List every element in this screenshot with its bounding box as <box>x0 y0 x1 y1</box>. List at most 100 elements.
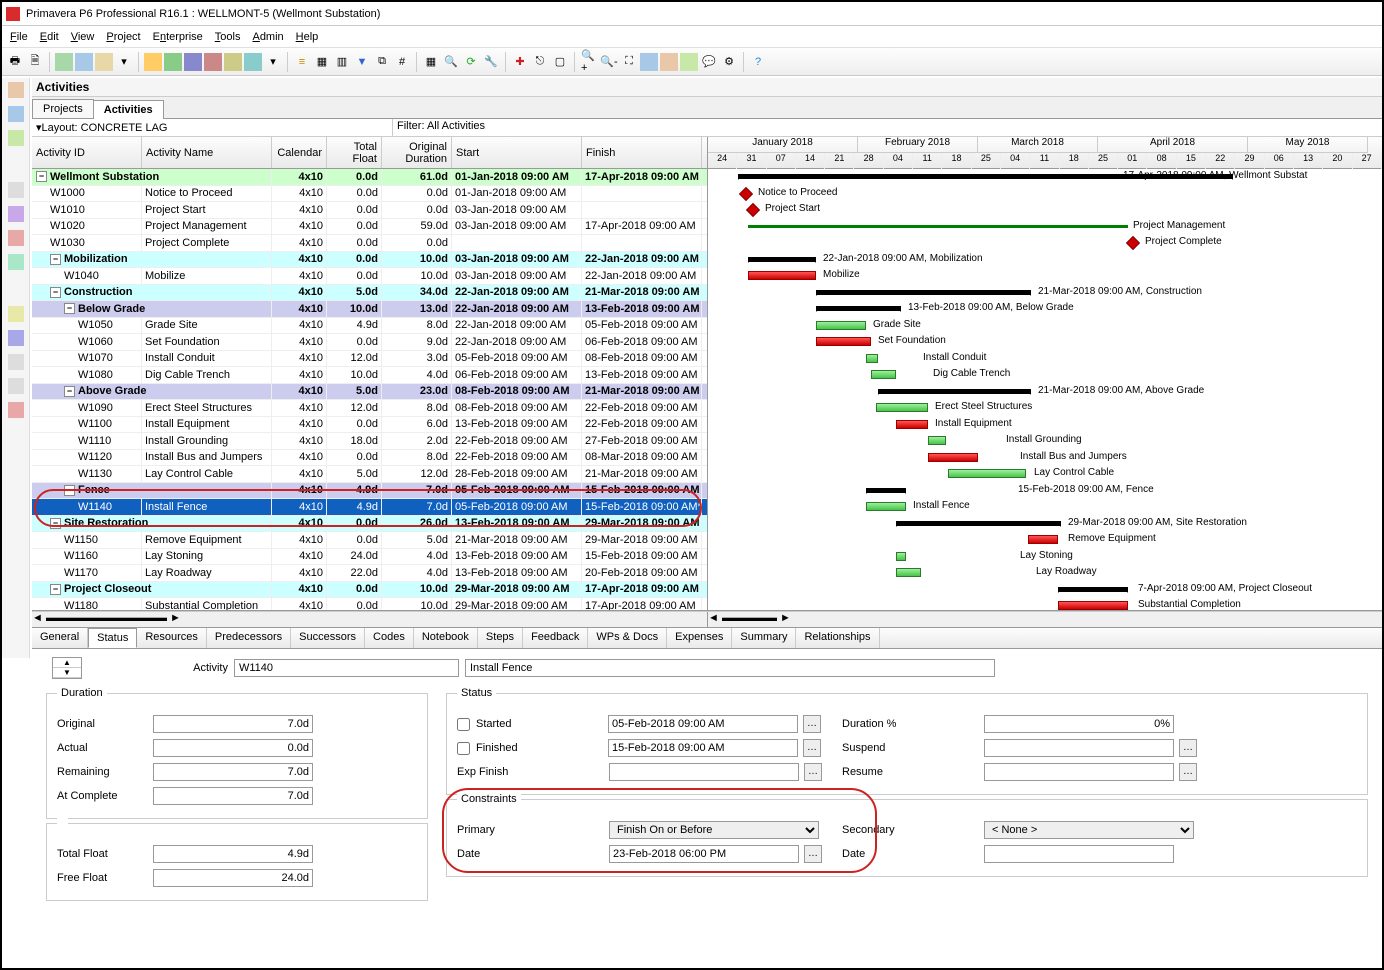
gantt-bar[interactable] <box>876 403 928 412</box>
menu-tools[interactable]: Tools <box>215 31 241 43</box>
gantt-bar[interactable] <box>816 306 901 311</box>
print-icon[interactable]: 🖶 <box>6 53 24 71</box>
started-date[interactable] <box>608 715 798 733</box>
help-icon[interactable]: ? <box>749 53 767 71</box>
gantt-bar[interactable] <box>746 203 760 217</box>
table-row[interactable]: W1080Dig Cable Trench4x1010.0d4.0d06-Feb… <box>32 367 707 384</box>
original-field[interactable] <box>153 715 313 733</box>
primary-constraint[interactable]: Finish On or Before <box>609 821 819 839</box>
layout-label[interactable]: ▾ Layout: CONCRETE LAG <box>32 119 392 136</box>
gantt-bar[interactable] <box>948 469 1026 478</box>
resume-field[interactable] <box>984 763 1174 781</box>
layout3-icon[interactable] <box>95 53 113 71</box>
gantt-bar[interactable] <box>871 370 896 379</box>
started-checkbox[interactable] <box>457 718 470 731</box>
menu-admin[interactable]: Admin <box>252 31 283 43</box>
win3-icon[interactable] <box>680 53 698 71</box>
detail-tab-steps[interactable]: Steps <box>478 628 523 648</box>
secondary-date[interactable] <box>984 845 1174 863</box>
atcomplete-field[interactable] <box>153 787 313 805</box>
detail-tab-predecessors[interactable]: Predecessors <box>207 628 291 648</box>
gantt-bar[interactable] <box>816 337 871 346</box>
gantt-bar[interactable] <box>896 521 1061 526</box>
table-row[interactable]: W1010Project Start4x100.0d0.0d03-Jan-201… <box>32 202 707 219</box>
totalfloat-field[interactable] <box>153 845 313 863</box>
table-row[interactable]: −Wellmont Substation4x100.0d61.0d01-Jan-… <box>32 169 707 186</box>
duration-pct[interactable] <box>984 715 1174 733</box>
tool-icon[interactable]: 🔧 <box>482 53 500 71</box>
gantt-bar[interactable] <box>816 290 1031 295</box>
table-row[interactable]: W1020Project Management4x100.0d59.0d03-J… <box>32 219 707 236</box>
table-row[interactable]: W1090Erect Steel Structures4x1012.0d8.0d… <box>32 400 707 417</box>
primary-date[interactable] <box>609 845 799 863</box>
dock-9-icon[interactable] <box>8 330 24 346</box>
dock-6-icon[interactable] <box>8 230 24 246</box>
col-calendar[interactable]: Calendar <box>272 137 327 168</box>
grid-icon[interactable]: ▦ <box>313 53 331 71</box>
dock-10-icon[interactable] <box>8 354 24 370</box>
table-row[interactable]: W1130Lay Control Cable4x105.0d12.0d28-Fe… <box>32 466 707 483</box>
menu-enterprise[interactable]: Enterprise <box>153 31 203 43</box>
table-row[interactable]: W1110Install Grounding4x1018.0d2.0d22-Fe… <box>32 433 707 450</box>
gantt-bar[interactable] <box>739 186 753 200</box>
finished-date-picker[interactable]: … <box>803 739 821 757</box>
menu-edit[interactable]: Edit <box>40 31 59 43</box>
dock-4-icon[interactable] <box>8 182 24 198</box>
dock-5-icon[interactable] <box>8 206 24 222</box>
resume-picker[interactable]: … <box>1179 763 1197 781</box>
menu-view[interactable]: View <box>71 31 95 43</box>
gantt-bar[interactable] <box>1058 587 1128 592</box>
preview-icon[interactable]: 🗎 <box>26 53 44 71</box>
detail-tab-general[interactable]: General <box>32 628 88 648</box>
menu-file[interactable]: File <box>10 31 28 43</box>
table-row[interactable]: W1170Lay Roadway4x1022.0d4.0d13-Feb-2018… <box>32 565 707 582</box>
table-row[interactable]: W1180Substantial Completion4x100.0d10.0d… <box>32 598 707 610</box>
horizontal-scroll[interactable]: ◄ ▬▬▬▬▬▬▬▬▬▬▬ ► ◄ ▬▬▬▬▬ ► <box>32 611 1382 627</box>
table-icon[interactable]: ▦ <box>422 53 440 71</box>
dropdown2-icon[interactable]: ▾ <box>264 53 282 71</box>
box-icon[interactable]: ▢ <box>551 53 569 71</box>
table-row[interactable]: W1120Install Bus and Jumpers4x100.0d8.0d… <box>32 450 707 467</box>
menu-project[interactable]: Project <box>106 31 140 43</box>
gantt-bar[interactable] <box>896 552 906 561</box>
gantt-bar[interactable] <box>866 488 906 493</box>
detail-tab-summary[interactable]: Summary <box>732 628 796 648</box>
activity-name-field[interactable] <box>465 659 995 677</box>
table-row[interactable]: −Above Grade4x105.0d23.0d08-Feb-2018 09:… <box>32 384 707 401</box>
secondary-constraint[interactable]: < None > <box>984 821 1194 839</box>
dock-3-icon[interactable] <box>8 130 24 146</box>
hash-icon[interactable]: # <box>393 53 411 71</box>
detail-tab-notebook[interactable]: Notebook <box>414 628 478 648</box>
table-row[interactable]: −Mobilization4x100.0d10.0d03-Jan-2018 09… <box>32 252 707 269</box>
col-activity-name[interactable]: Activity Name <box>142 137 272 168</box>
gantt-bar[interactable] <box>748 225 1128 228</box>
gantt-bar[interactable] <box>866 502 906 511</box>
actual-field[interactable] <box>153 739 313 757</box>
layout2-icon[interactable] <box>75 53 93 71</box>
win2-icon[interactable] <box>660 53 678 71</box>
detail-tab-expenses[interactable]: Expenses <box>667 628 732 648</box>
gantt-chart[interactable]: January 2018February 2018March 2018April… <box>708 137 1382 610</box>
gear-icon[interactable]: ⚙ <box>720 53 738 71</box>
suspend-field[interactable] <box>984 739 1174 757</box>
primary-date-picker[interactable]: … <box>804 845 822 863</box>
detail-tab-status[interactable]: Status <box>88 628 137 648</box>
gantt-bar[interactable] <box>748 257 816 262</box>
tab-projects[interactable]: Projects <box>32 99 94 118</box>
detail-tab-codes[interactable]: Codes <box>365 628 414 648</box>
menu-help[interactable]: Help <box>296 31 319 43</box>
gantt-bar[interactable] <box>896 568 921 577</box>
table-row[interactable]: −Site Restoration4x100.0d26.0d13-Feb-201… <box>32 516 707 533</box>
col-total-float[interactable]: Total Float <box>327 137 382 168</box>
suspend-picker[interactable]: … <box>1179 739 1197 757</box>
activity-nav[interactable]: ▲▼ <box>52 657 82 679</box>
gantt-bar[interactable] <box>1126 236 1140 250</box>
col-finish[interactable]: Finish <box>582 137 702 168</box>
dock-2-icon[interactable] <box>8 106 24 122</box>
table-row[interactable]: −Project Closeout4x100.0d10.0d29-Mar-201… <box>32 582 707 599</box>
expfinish-date-picker[interactable]: … <box>804 763 822 781</box>
tab-activities[interactable]: Activities <box>93 100 164 119</box>
filter-icon[interactable]: ▼ <box>353 53 371 71</box>
fit-icon[interactable]: ⛶ <box>620 53 638 71</box>
table-row[interactable]: W1030Project Complete4x100.0d0.0d <box>32 235 707 252</box>
